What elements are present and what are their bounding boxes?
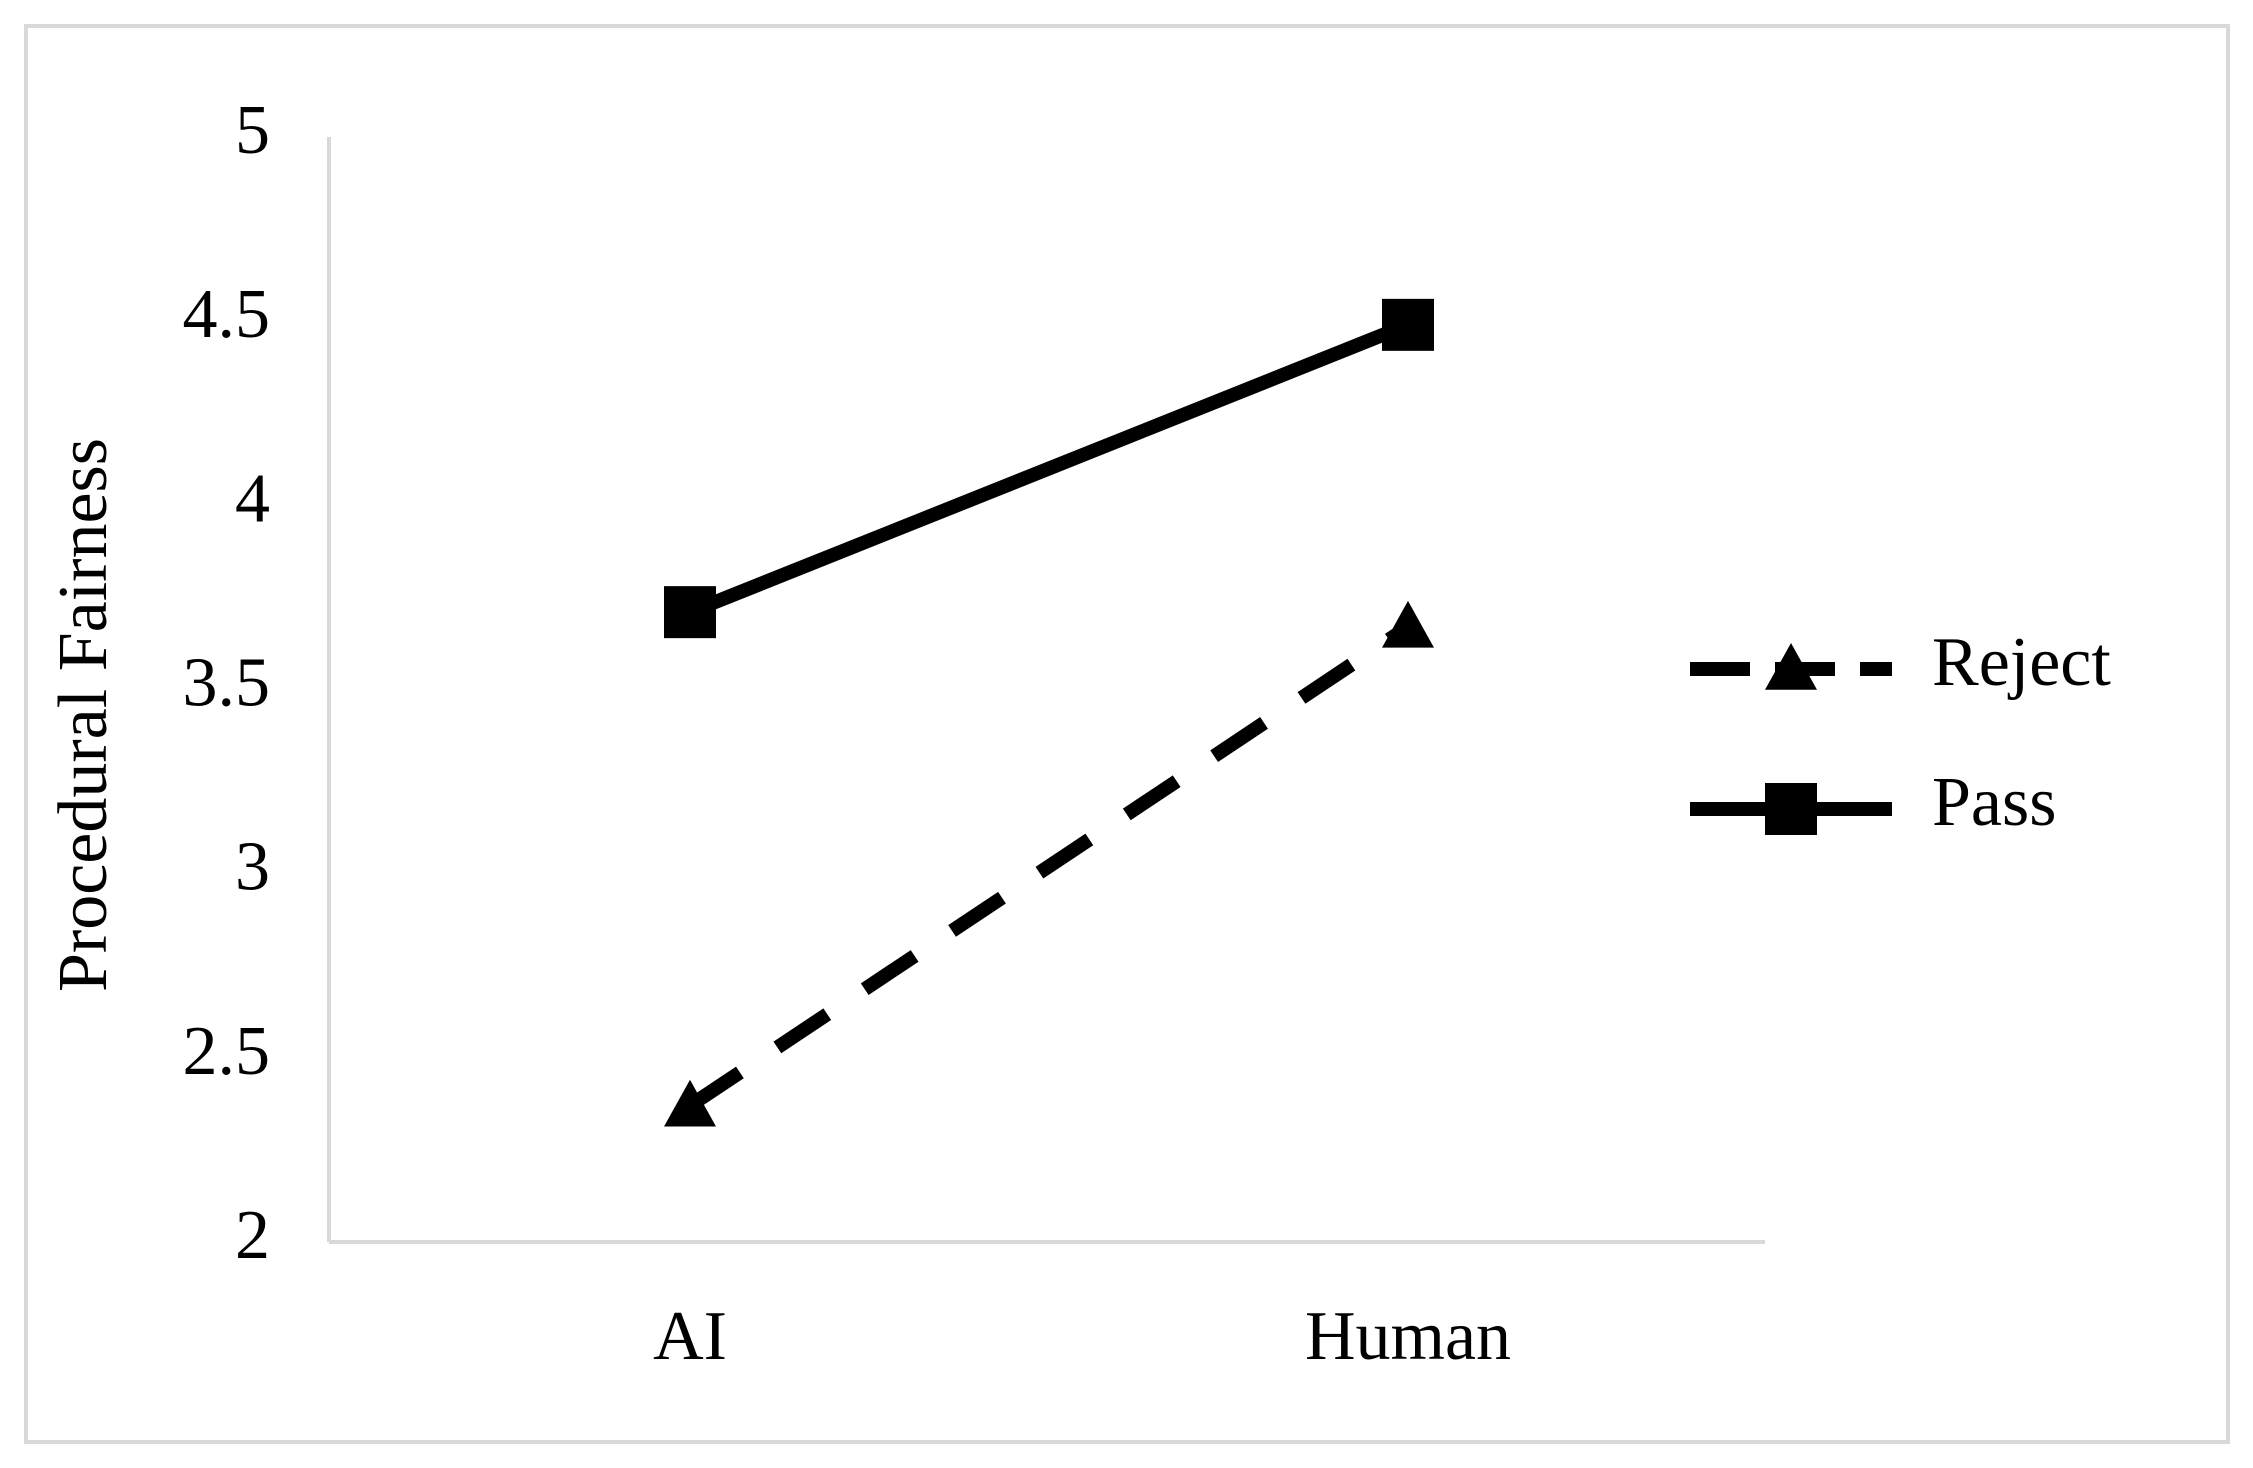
legend-label: Reject — [1932, 624, 2111, 701]
data-point — [664, 1079, 716, 1127]
legend-marker — [1765, 643, 1817, 690]
legend-marker — [1765, 783, 1817, 835]
y-tick-label: 3 — [235, 829, 270, 906]
y-tick-label: 2.5 — [183, 1013, 271, 1090]
x-tick-label: Human — [1305, 1298, 1511, 1375]
y-tick-label: 4.5 — [183, 276, 271, 353]
y-axis-label: Procedural Fairness — [45, 438, 122, 992]
data-point — [1382, 600, 1434, 648]
y-tick-label: 5 — [235, 92, 270, 169]
y-tick-label: 2 — [235, 1197, 270, 1274]
x-tick-label: AI — [653, 1298, 727, 1375]
series-line — [687, 318, 1411, 619]
series-line — [686, 621, 1412, 1112]
data-point — [1382, 298, 1434, 351]
y-tick-label: 3.5 — [183, 645, 271, 722]
chart-border — [24, 24, 2230, 1444]
y-tick-label: 4 — [235, 460, 270, 537]
data-point — [664, 586, 716, 639]
legend-label: Pass — [1932, 764, 2056, 841]
